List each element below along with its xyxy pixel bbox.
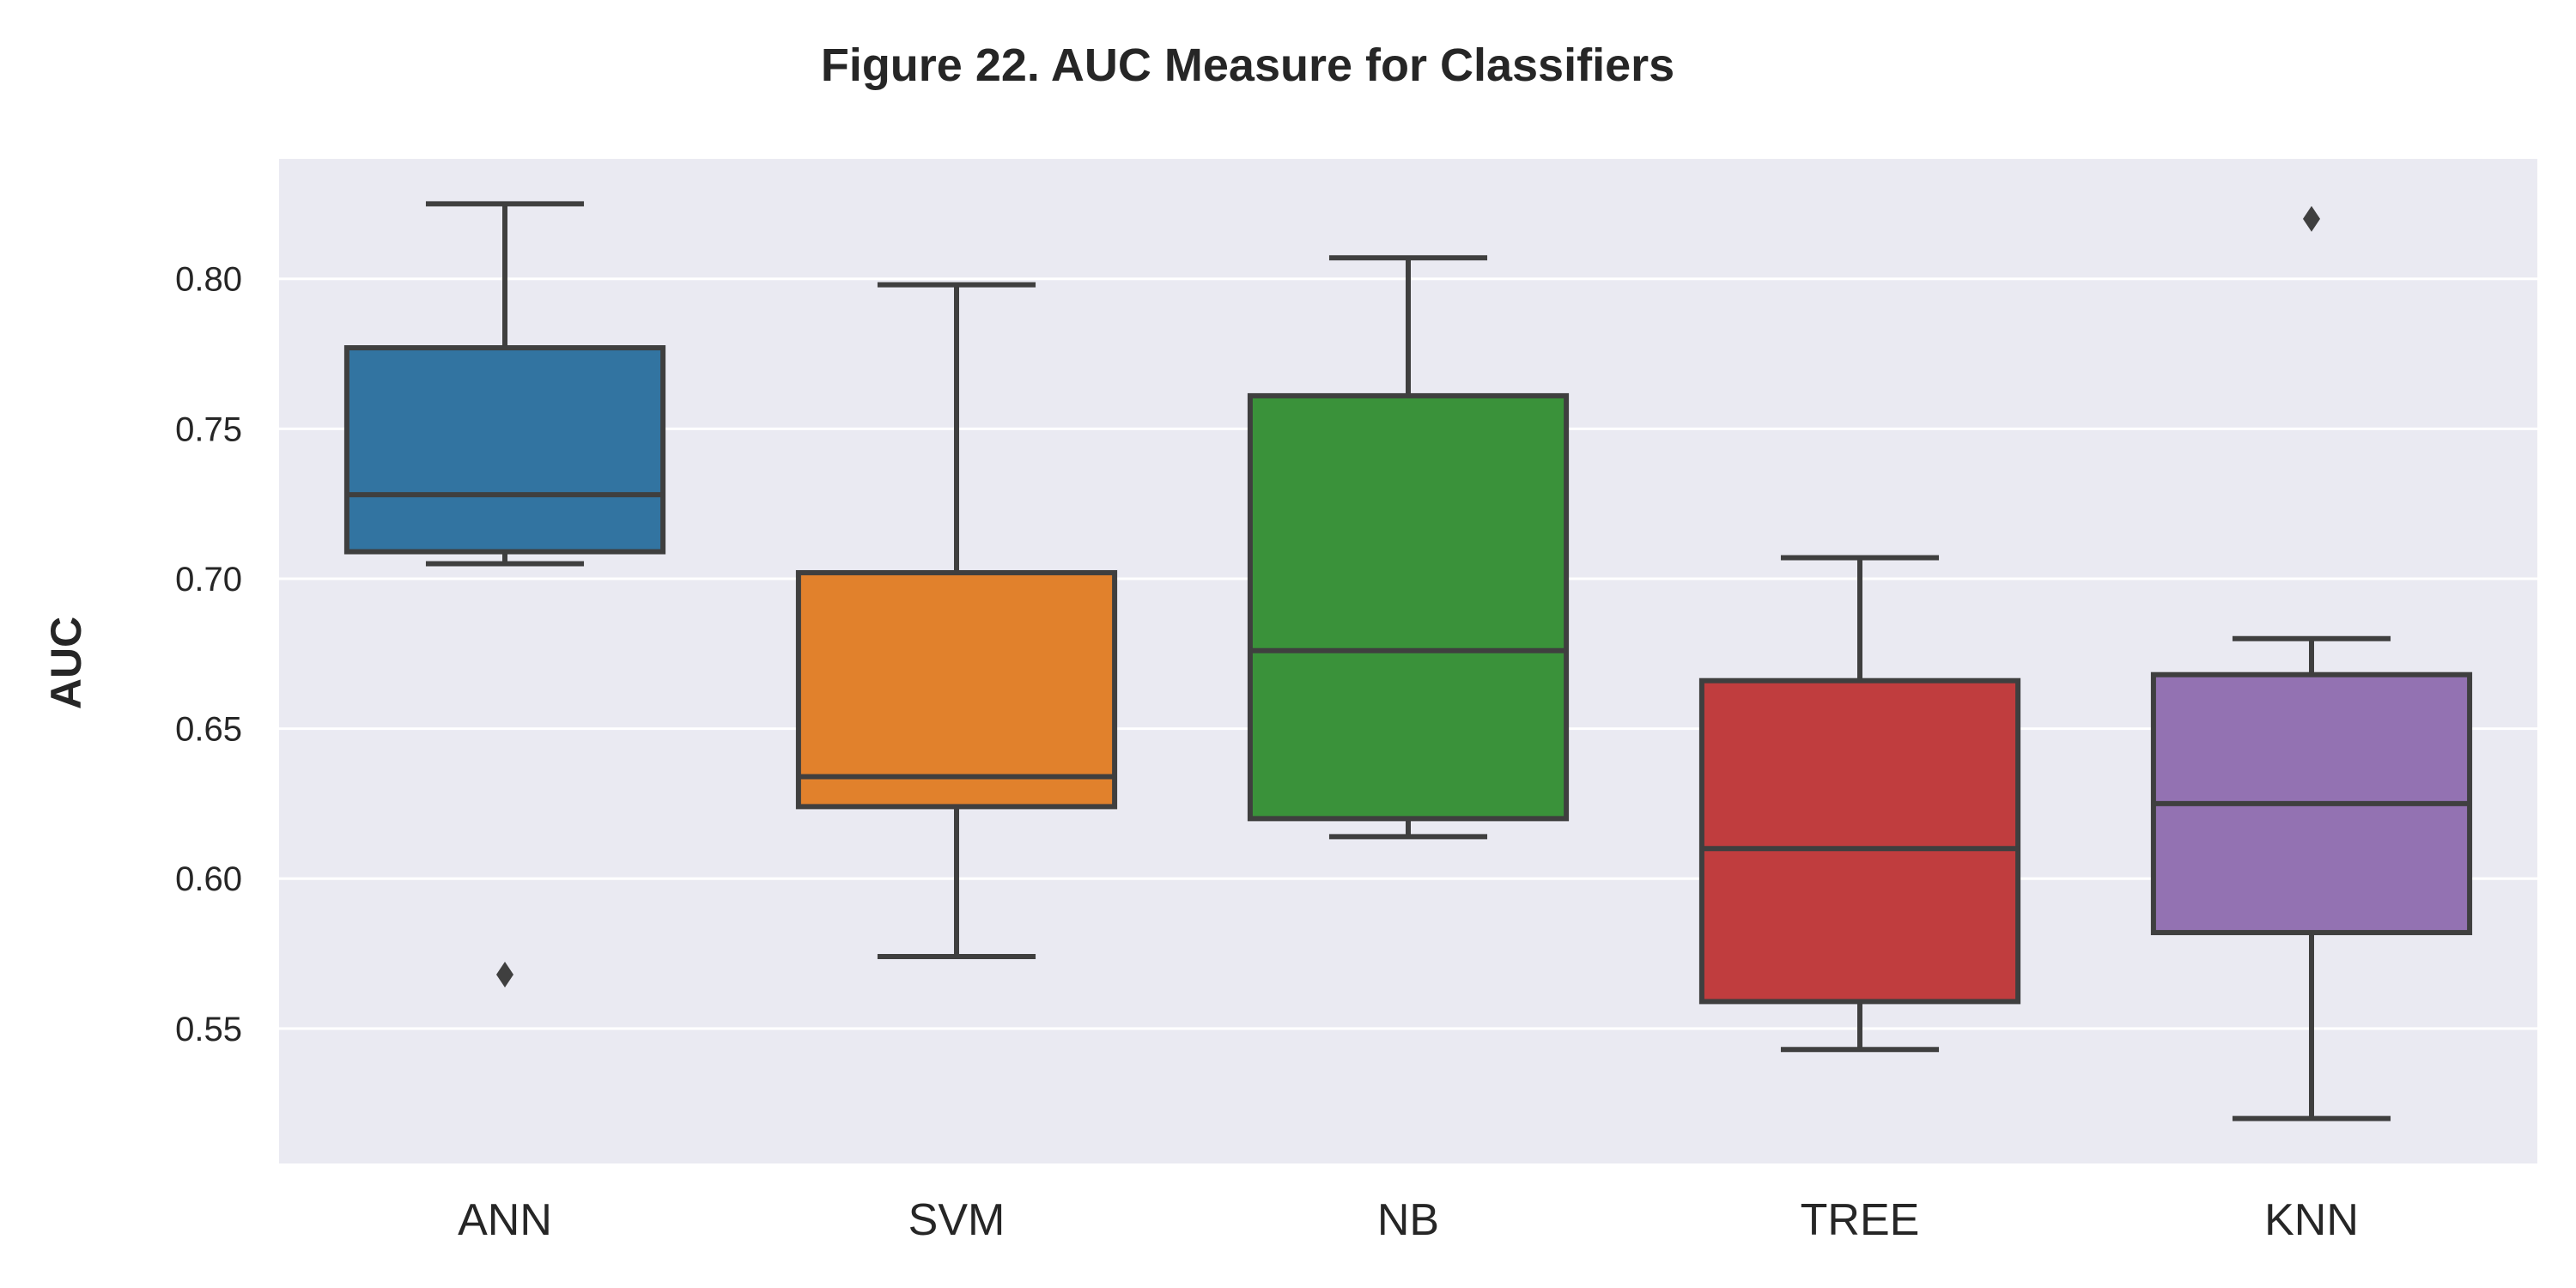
box-ann [343, 201, 666, 987]
iqr-box [1247, 392, 1570, 822]
outlier-point [496, 961, 513, 987]
x-tick-label: SVM [908, 1195, 1005, 1245]
chart-title: Figure 22. AUC Measure for Classifiers [821, 39, 1674, 91]
x-tick-labels: ANN SVM NB TREE KNN [458, 1195, 2359, 1245]
y-tick-labels: 0.55 0.60 0.65 0.70 0.75 0.80 [175, 261, 242, 1048]
y-axis-label: AUC [42, 617, 90, 709]
x-tick-label: ANN [458, 1195, 552, 1245]
y-tick-label: 0.80 [175, 261, 242, 299]
y-tick-label: 0.55 [175, 1011, 242, 1048]
y-tick-label: 0.60 [175, 860, 242, 898]
iqr-box [343, 345, 666, 555]
box-svm [795, 282, 1118, 960]
y-tick-label: 0.70 [175, 561, 242, 598]
box-knn [2150, 205, 2473, 1121]
y-tick-label: 0.75 [175, 410, 242, 448]
outlier-point [2303, 205, 2320, 232]
x-tick-label: KNN [2264, 1195, 2359, 1245]
y-tick-label: 0.65 [175, 711, 242, 749]
box-nb [1247, 255, 1570, 840]
x-tick-label: NB [1377, 1195, 1439, 1245]
iqr-box [795, 569, 1118, 810]
boxes [343, 201, 2473, 1121]
x-tick-label: TREE [1801, 1195, 1920, 1245]
box-tree [1698, 555, 2021, 1053]
iqr-box [1698, 677, 2021, 1005]
